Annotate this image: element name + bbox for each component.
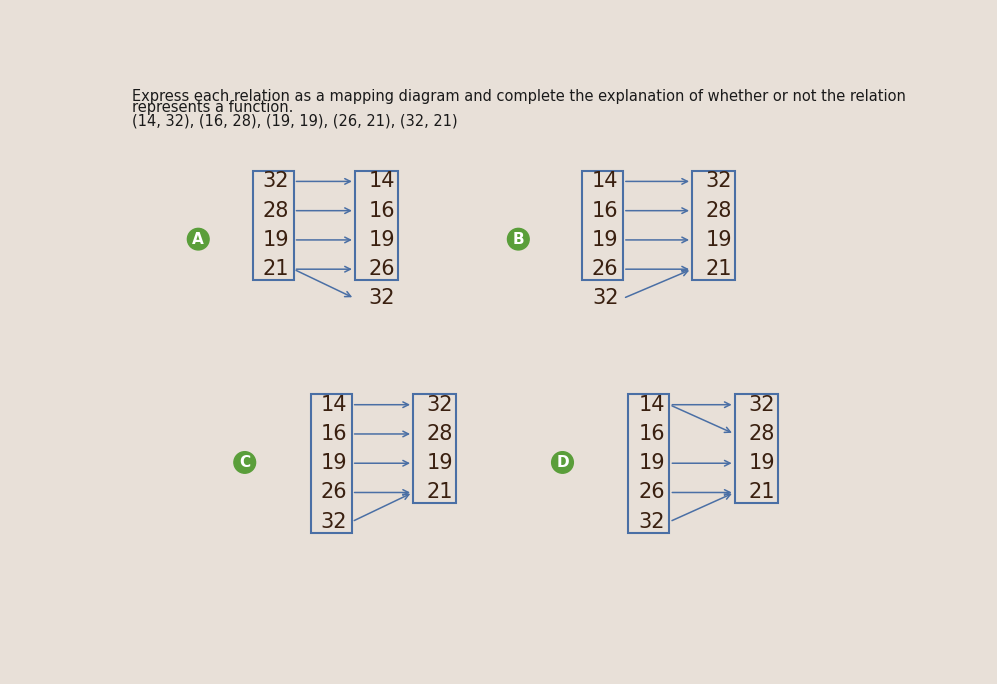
Text: 16: 16 (638, 424, 665, 444)
Text: 16: 16 (321, 424, 347, 444)
Bar (355, 170, 398, 280)
Text: 21: 21 (749, 482, 775, 503)
Text: 32: 32 (262, 172, 289, 192)
Text: 32: 32 (638, 512, 665, 531)
Text: 32: 32 (706, 172, 733, 192)
Text: 28: 28 (427, 424, 454, 444)
Text: 14: 14 (592, 172, 618, 192)
Circle shape (507, 228, 529, 250)
Circle shape (187, 228, 209, 250)
Text: 32: 32 (749, 395, 775, 415)
Text: C: C (239, 455, 250, 470)
Circle shape (234, 451, 255, 473)
Text: 21: 21 (427, 482, 454, 503)
Text: 19: 19 (638, 453, 665, 473)
Text: 14: 14 (321, 395, 347, 415)
Text: 19: 19 (592, 230, 618, 250)
Text: 26: 26 (592, 259, 618, 279)
Text: 19: 19 (369, 230, 395, 250)
Bar (311, 394, 352, 533)
Text: 21: 21 (706, 259, 733, 279)
Bar (628, 394, 669, 533)
Text: 16: 16 (369, 200, 395, 221)
Bar (735, 394, 778, 503)
Text: 19: 19 (262, 230, 289, 250)
Text: 19: 19 (427, 453, 454, 473)
Text: 28: 28 (706, 200, 732, 221)
Bar (582, 170, 623, 280)
Text: 32: 32 (592, 289, 618, 308)
Circle shape (551, 451, 573, 473)
Text: 26: 26 (321, 482, 347, 503)
Text: B: B (512, 232, 524, 247)
Text: Express each relation as a mapping diagram and complete the explanation of wheth: Express each relation as a mapping diagr… (133, 89, 906, 104)
Text: 21: 21 (262, 259, 289, 279)
Text: A: A (192, 232, 204, 247)
Text: 19: 19 (749, 453, 775, 473)
Bar (692, 170, 736, 280)
Text: 19: 19 (321, 453, 347, 473)
Text: (14, 32), (16, 28), (19, 19), (26, 21), (32, 21): (14, 32), (16, 28), (19, 19), (26, 21), … (133, 114, 458, 129)
Text: 32: 32 (427, 395, 454, 415)
Text: D: D (556, 455, 569, 470)
Text: 28: 28 (749, 424, 775, 444)
Text: 32: 32 (369, 289, 395, 308)
Text: 26: 26 (638, 482, 665, 503)
Bar (413, 394, 457, 503)
Text: 32: 32 (321, 512, 347, 531)
Text: 26: 26 (369, 259, 395, 279)
Text: 14: 14 (638, 395, 665, 415)
Text: 16: 16 (592, 200, 618, 221)
Text: represents a function.: represents a function. (133, 100, 294, 115)
Text: 14: 14 (369, 172, 395, 192)
Text: 19: 19 (706, 230, 733, 250)
Bar (252, 170, 293, 280)
Text: 28: 28 (262, 200, 289, 221)
